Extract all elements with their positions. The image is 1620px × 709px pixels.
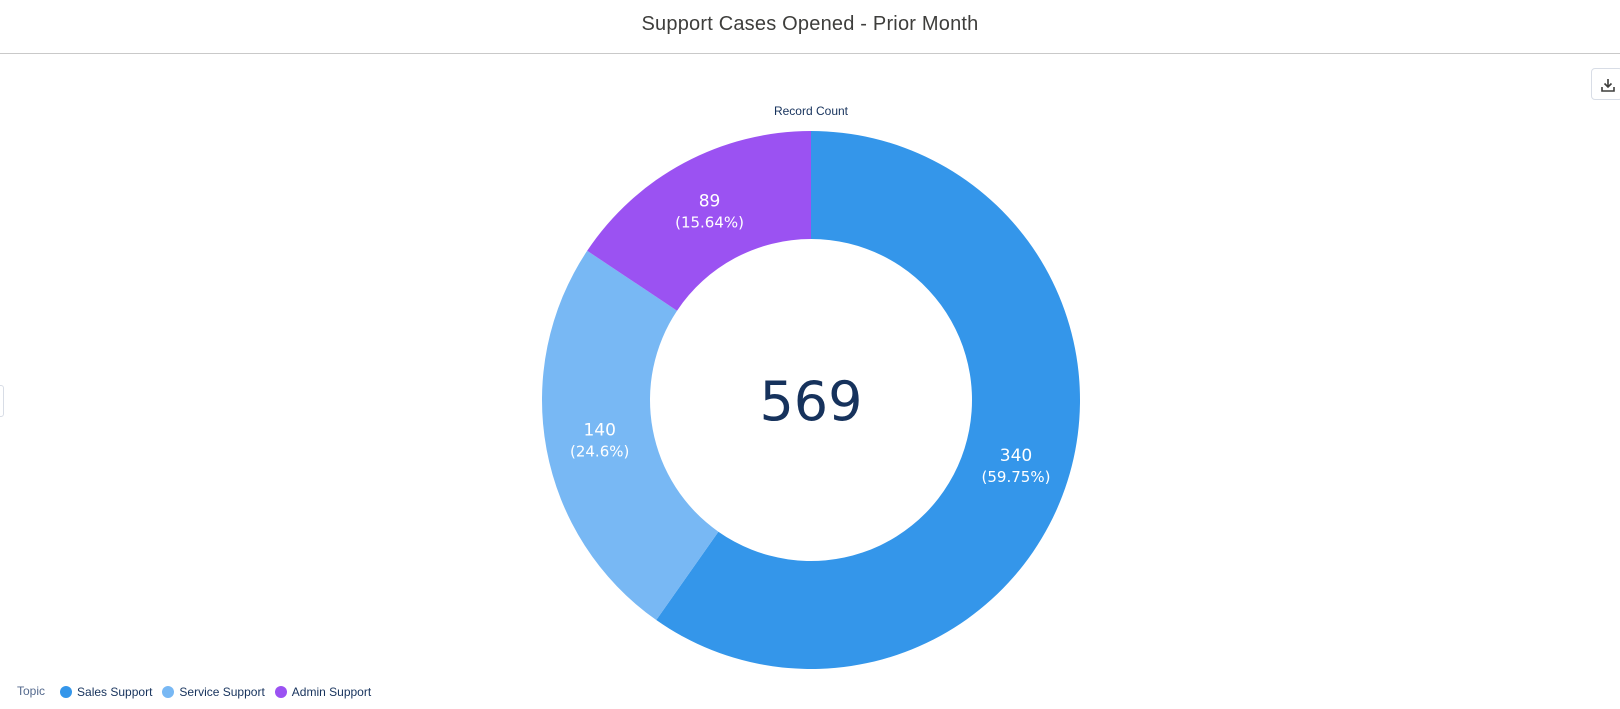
slice-value-label-admin-support: 89 bbox=[699, 191, 721, 211]
chart-header: Support Cases Opened - Prior Month bbox=[0, 0, 1620, 54]
download-icon bbox=[1601, 79, 1615, 92]
legend-dot bbox=[274, 686, 287, 698]
legend-label: Service Support bbox=[179, 685, 265, 699]
measure-label: Record Count bbox=[774, 104, 849, 118]
slice-value-label-sales-support: 340 bbox=[1000, 446, 1032, 466]
slice-sales-support[interactable] bbox=[656, 131, 1081, 670]
slice-percent-label-admin-support: (15.64%) bbox=[675, 213, 744, 231]
legend-title: Topic bbox=[17, 684, 46, 698]
legend-label: Sales Support bbox=[77, 685, 153, 699]
legend-item-admin-support[interactable]: Admin Support bbox=[274, 685, 372, 699]
slice-value-label-service-support: 140 bbox=[583, 421, 615, 441]
slice-service-support[interactable] bbox=[542, 250, 719, 621]
slice-admin-support[interactable] bbox=[587, 131, 811, 311]
legend-item-sales-support[interactable]: Sales Support bbox=[60, 685, 152, 699]
center-total: 569 bbox=[759, 370, 862, 433]
donut-chart: Record Count 569 340 (59.75%) 140 (24.6%) 89… bbox=[542, 104, 1081, 670]
slice-labels: 340 (59.75%) 140 (24.6%) 89 (15.64%) bbox=[570, 191, 1050, 485]
legend-dot bbox=[162, 686, 175, 698]
legend-item-service-support[interactable]: Service Support bbox=[162, 685, 265, 699]
download-button[interactable] bbox=[1591, 68, 1620, 100]
chart-title: Support Cases Opened - Prior Month bbox=[641, 13, 979, 35]
legend: Topic Sales Support Service Support Admi… bbox=[17, 683, 381, 701]
left-panel-handle[interactable] bbox=[0, 385, 4, 417]
donut-slices bbox=[542, 131, 1081, 670]
slice-percent-label-sales-support: (59.75%) bbox=[982, 468, 1051, 486]
legend-label: Admin Support bbox=[291, 685, 372, 699]
slice-percent-label-service-support: (24.6%) bbox=[570, 443, 629, 461]
legend-dot bbox=[60, 686, 73, 698]
